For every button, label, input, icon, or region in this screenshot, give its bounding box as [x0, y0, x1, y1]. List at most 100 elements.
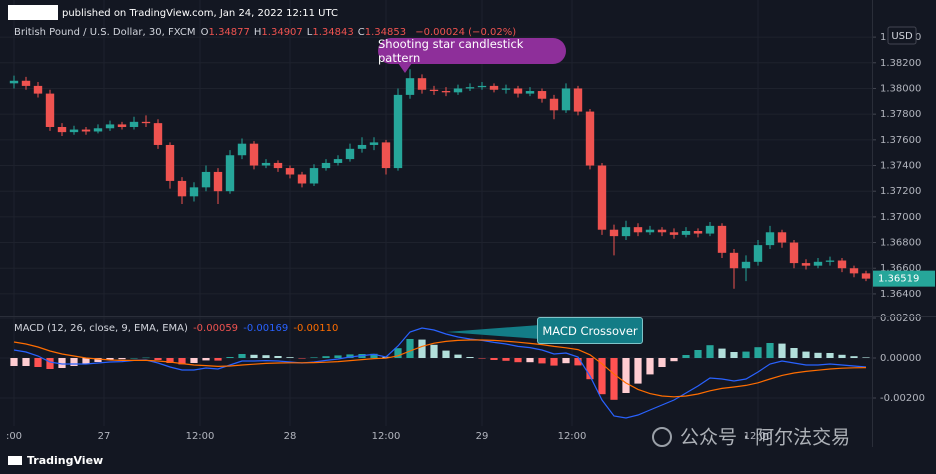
histogram-bar — [250, 354, 258, 358]
ohlc-value: 1.34877 — [208, 27, 250, 38]
histogram-bar — [658, 358, 666, 367]
candle-body — [441, 91, 451, 93]
candle-body — [717, 225, 727, 253]
currency: USD — [891, 31, 913, 42]
footer-bar — [0, 447, 936, 474]
y-tick-label: 1.38000 — [880, 83, 921, 94]
last-price-box — [873, 270, 935, 287]
histogram-bar — [718, 348, 726, 358]
histogram-bar — [682, 355, 690, 358]
candle-body — [597, 165, 607, 230]
candle-body — [681, 230, 691, 235]
histogram-bar — [154, 358, 162, 360]
histogram-bar — [334, 355, 342, 358]
histogram-bar — [754, 347, 762, 358]
candle-body — [129, 121, 139, 127]
watermark: 公众号 · 阿尔法交易 — [680, 427, 850, 449]
footer-brand: TradingView — [27, 454, 103, 467]
y-tick-label: 1.38200 — [880, 58, 921, 69]
candle-body — [645, 229, 655, 233]
histogram-bar — [130, 358, 138, 359]
macd-legend-value: -0.00110 — [293, 323, 339, 334]
y-tick-label: 1.37200 — [880, 186, 921, 197]
macd-title: MACD (12, 26, close, 9, EMA, EMA) — [14, 323, 188, 334]
change: −0.00024 (−0.02%) — [415, 27, 517, 38]
candle-body — [213, 171, 223, 192]
candle-body — [489, 85, 499, 90]
histogram-bar — [838, 354, 846, 358]
candle-body — [297, 174, 307, 184]
annotation: MACD Crossover — [537, 317, 643, 344]
x-tick-label: 12:00 — [372, 431, 401, 442]
histogram-bar — [454, 354, 462, 358]
candle-body — [741, 261, 751, 269]
y-tick-label: 1.36600 — [880, 263, 921, 274]
x-tick-label: 27 — [98, 431, 111, 442]
y-tick-label: 0.00200 — [880, 313, 921, 324]
macd-legend-value: -0.00059 — [193, 323, 239, 334]
candle-body — [501, 88, 511, 90]
histogram-bar — [802, 351, 810, 358]
histogram-bar — [466, 357, 474, 358]
candle-body — [345, 148, 355, 160]
x-tick-label: 12:00 — [744, 431, 773, 442]
candle-body — [789, 242, 799, 264]
candle-body — [417, 78, 427, 90]
histogram-bar — [46, 358, 54, 369]
histogram-bar — [670, 358, 678, 362]
candle-body — [405, 78, 415, 95]
candle-body — [45, 93, 55, 127]
histogram-bar — [406, 339, 414, 358]
histogram-bar — [58, 358, 66, 368]
candle-body — [657, 229, 667, 233]
histogram-bar — [514, 358, 522, 363]
macd-line — [13, 327, 867, 419]
candle-body — [285, 168, 295, 175]
candle-body — [477, 85, 487, 88]
histogram-bar — [142, 357, 150, 359]
histogram-bar — [166, 358, 174, 363]
candle-body — [813, 261, 823, 266]
ohlc-key: C — [357, 27, 365, 38]
histogram-bar — [610, 358, 618, 400]
y-tick-label: 1.37800 — [880, 109, 921, 120]
candle-body — [153, 123, 163, 145]
candle-body — [825, 260, 835, 262]
candle-body — [453, 88, 463, 93]
histogram-bar — [826, 353, 834, 358]
histogram-bar — [10, 358, 18, 366]
candle-body — [117, 124, 127, 127]
x-tick-label: 12:00 — [558, 431, 587, 442]
candle-body — [465, 87, 475, 89]
candle-body — [33, 85, 43, 94]
ohlc-value: 1.34853 — [364, 27, 407, 38]
histogram-bar — [574, 358, 582, 366]
candle-body — [753, 245, 763, 262]
currency-box — [887, 26, 917, 45]
histogram-bar — [190, 358, 198, 363]
histogram-bar — [82, 358, 90, 364]
candle-body — [693, 230, 703, 234]
candle-body — [609, 229, 619, 237]
candle-body — [201, 171, 211, 188]
histogram-bar — [394, 348, 402, 358]
histogram-bar — [790, 348, 798, 358]
histogram-bar — [778, 343, 786, 358]
y-tick-label: 1.36400 — [880, 289, 921, 300]
candle-body — [21, 80, 31, 86]
x-tick-label: 28 — [284, 431, 297, 442]
annotation: Shooting star candlestick pattern — [378, 37, 566, 65]
histogram-bar — [346, 354, 354, 358]
candle-body — [765, 232, 775, 246]
price-legend: British Pound / U.S. Dollar, 30, FXCM O1… — [14, 27, 518, 38]
candle-body — [357, 144, 367, 149]
ohlc-key: L — [306, 27, 313, 38]
x-tick-label: 12:00 — [186, 431, 215, 442]
candle-body — [141, 121, 151, 124]
histogram-bar — [442, 350, 450, 358]
macd-legend-value: -0.00169 — [243, 323, 289, 334]
histogram-bar — [730, 352, 738, 358]
annotation-pointer — [446, 325, 540, 339]
